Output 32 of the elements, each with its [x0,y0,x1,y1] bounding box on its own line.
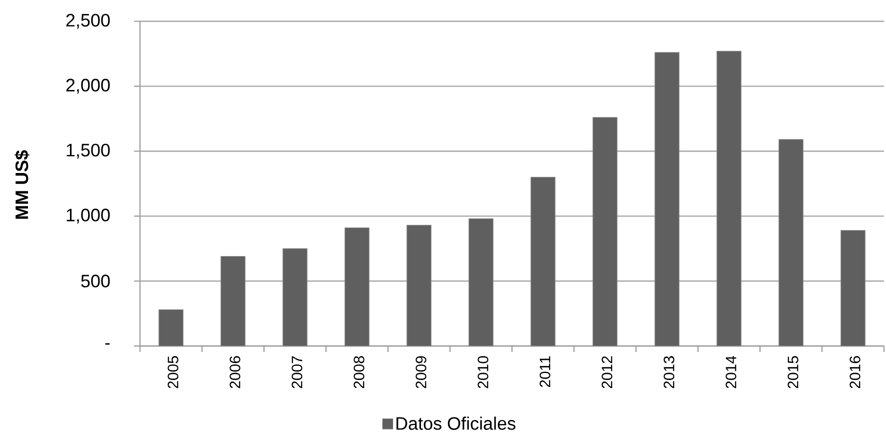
x-tick-label: 2012 [602,356,612,388]
x-tick-label: 2013 [664,356,674,388]
x-tick-label: 2007 [292,356,302,388]
y-tick-label: 2,500 [66,14,110,29]
bar [530,176,556,346]
bar [344,228,370,346]
y-tick-label: 1,000 [66,208,110,224]
bar [158,309,184,346]
x-tick-label: 2006 [230,356,240,388]
y-tick-label: 500 [81,274,110,288]
y-tick-label: 2,000 [66,78,110,94]
x-tick-label: 2008 [354,356,364,388]
x-tick-label: 2011 [540,356,550,388]
x-tick-label: 2010 [478,356,488,388]
bar [716,50,742,346]
x-tick-label: 2005 [168,356,178,388]
bar [220,256,246,346]
bar [592,117,618,346]
y-axis-title: MM US$ [14,150,30,219]
bar [282,248,308,346]
x-tick-label: 2015 [788,356,798,388]
x-tick-label: 2009 [416,356,426,388]
bar [840,230,866,346]
legend-label: Datos Oficiales [396,416,516,430]
x-tick-label: 2014 [726,356,736,388]
bar [778,139,804,346]
y-tick-label: 1,500 [66,144,110,159]
bar [654,52,680,346]
bar [468,218,494,346]
y-tick-label: - [105,343,110,345]
bar [406,224,432,346]
x-tick-label: 2016 [850,356,860,388]
